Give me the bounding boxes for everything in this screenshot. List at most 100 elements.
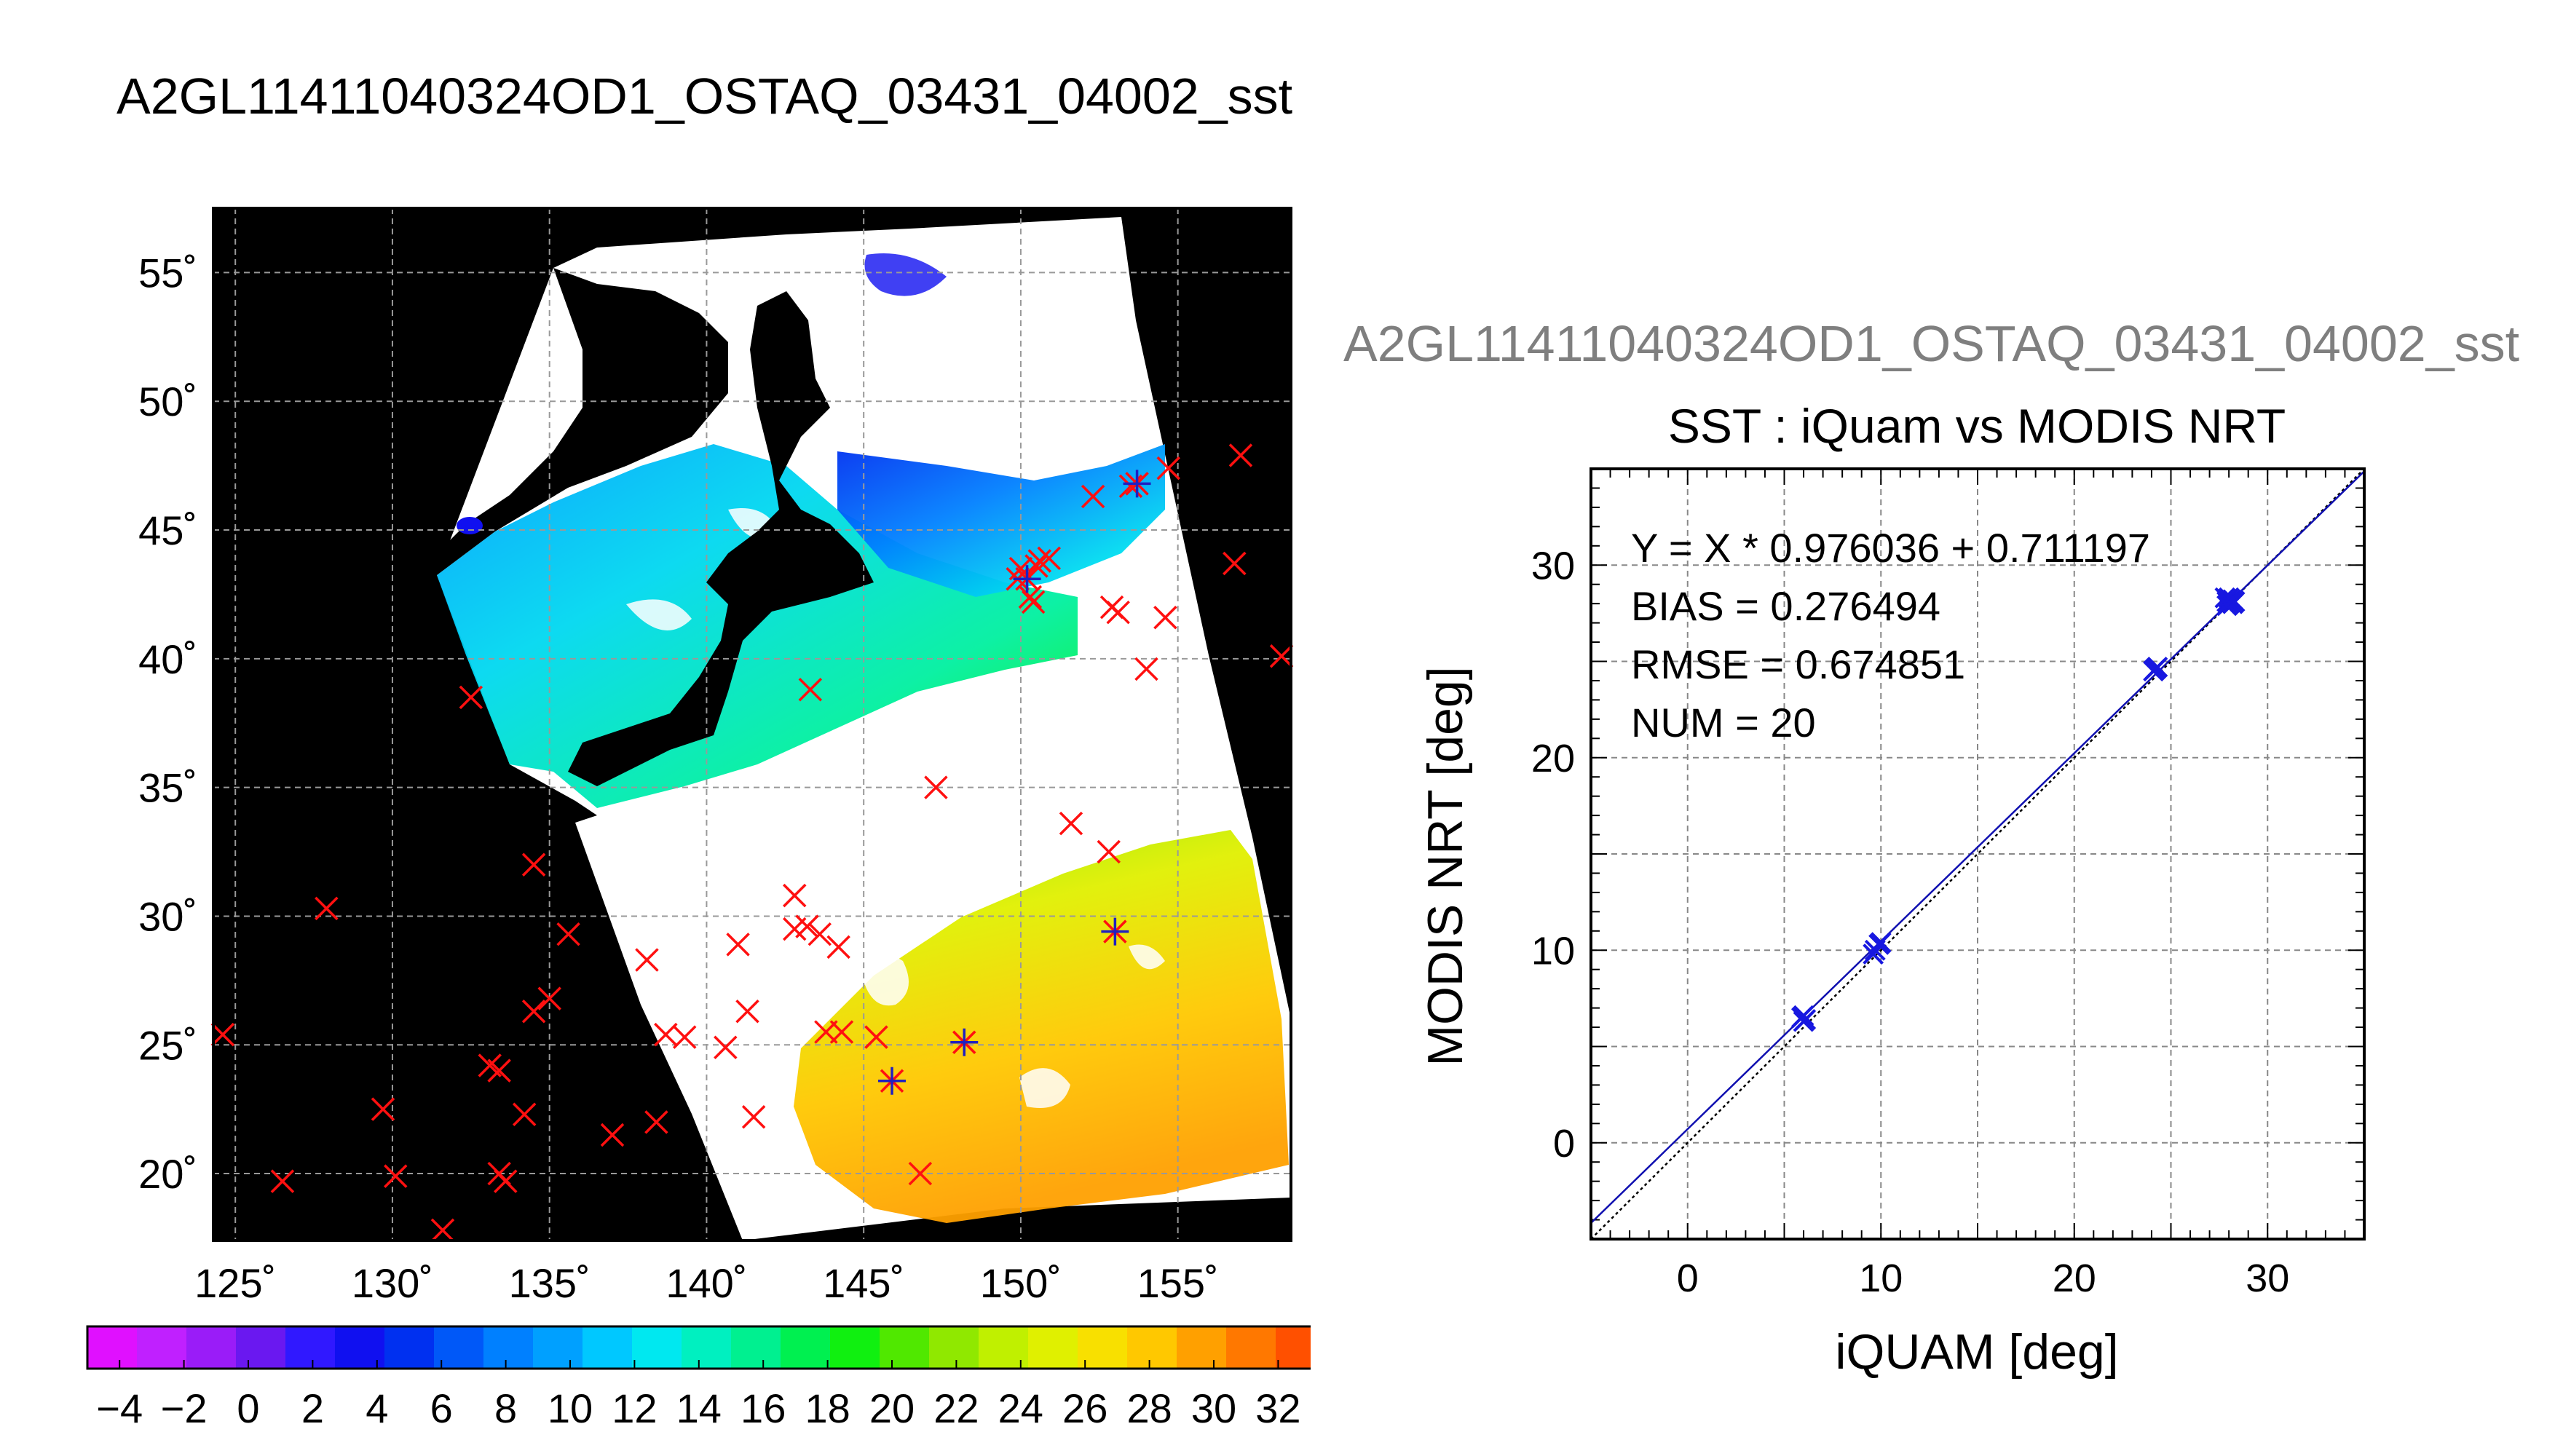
y-tick-label: 30 xyxy=(1531,544,1575,587)
colorbar-swatch xyxy=(533,1326,583,1369)
figure-title: A2GL11411040324OD1_OSTAQ_03431_04002_sst xyxy=(117,68,1293,124)
colorbar-swatch xyxy=(1226,1326,1276,1369)
colorbar-tick-label: 18 xyxy=(805,1385,850,1431)
buoy-marker xyxy=(521,1000,546,1024)
sea-surface-northeast xyxy=(837,444,1165,597)
buoy-marker xyxy=(829,1020,854,1044)
lat-tick-label: 20˚ xyxy=(138,1151,197,1197)
plot-area: 0 10 20 30 0 10 20 30 Y = X * 0.976036 + 0.71119… xyxy=(1531,467,2366,1300)
side-title: A2GL11411040324OD1_OSTAQ_03431_04002_sst xyxy=(1343,315,2520,372)
lat-tick-label: 55˚ xyxy=(138,250,197,296)
matchup-marker xyxy=(1101,917,1129,946)
colorbar-swatch xyxy=(384,1326,435,1369)
sst-map: 125˚ 130˚ 135˚ 140˚ 145˚ 150˚ 155˚ 55˚ 50˚ 45˚ 40˚… xyxy=(86,207,1311,1431)
colorbar: −4−20246810121416182022242628303234 xyxy=(86,1325,1311,1431)
matchup-marker xyxy=(878,1067,907,1095)
stats-annotation: Y = X * 0.976036 + 0.711197 xyxy=(1631,525,2150,571)
buoy-marker xyxy=(783,883,807,908)
x-tick-label: 20 xyxy=(2053,1257,2096,1300)
colorbar-swatch xyxy=(186,1326,237,1369)
colorbar-border xyxy=(86,1325,1311,1370)
colorbar-tick-label: 12 xyxy=(612,1385,657,1431)
colorbar-swatch xyxy=(1078,1326,1128,1369)
colorbar-swatch xyxy=(137,1326,187,1369)
colorbar-tick-label: −4 xyxy=(96,1385,143,1431)
scatter-point xyxy=(1793,1010,1814,1032)
scatter-point xyxy=(2222,589,2243,611)
lon-tick-label: 130˚ xyxy=(352,1260,433,1306)
colorbar-swatch xyxy=(483,1326,534,1369)
buoy-marker xyxy=(1024,554,1049,578)
buoy-marker xyxy=(459,685,483,710)
buoy-marker xyxy=(908,1161,933,1186)
buoy-marker xyxy=(371,1097,395,1121)
buoy-marker xyxy=(600,1123,625,1147)
colorbar-swatch xyxy=(781,1326,831,1369)
colorbar-tick-label: 20 xyxy=(869,1385,915,1431)
lon-tick-label: 155˚ xyxy=(1137,1260,1219,1306)
colorbar-tick-label: 8 xyxy=(494,1385,517,1431)
scatter-point xyxy=(2143,660,2165,682)
colorbar-tick-label: 0 xyxy=(237,1385,259,1431)
land-mainland xyxy=(437,268,728,575)
buoy-marker xyxy=(798,678,823,702)
buoy-marker xyxy=(1021,590,1046,614)
buoy-marker xyxy=(1228,443,1253,467)
buoy-marker xyxy=(644,1110,668,1134)
buoy-marker xyxy=(210,1022,235,1047)
buoy-marker xyxy=(1027,549,1052,573)
scatter-point xyxy=(1864,939,1886,961)
buoy-marker xyxy=(864,1025,888,1049)
map-tick-labels: 125˚ 130˚ 135˚ 140˚ 145˚ 150˚ 155˚ 55˚ 50˚ 45˚ 40˚… xyxy=(138,250,1219,1306)
colorbar-tick-label: 16 xyxy=(741,1385,786,1431)
buoy-marker xyxy=(487,1059,511,1083)
colorbar-tick-label: 2 xyxy=(301,1385,324,1431)
colorbar-swatch xyxy=(236,1326,286,1369)
colorbar-swatch xyxy=(434,1326,484,1369)
blue-cold-patch xyxy=(864,253,947,296)
map-gridlines xyxy=(213,208,1291,1241)
matchup-marker xyxy=(1013,565,1041,593)
colorbar-tick-label: 4 xyxy=(366,1385,388,1431)
lat-tick-label: 45˚ xyxy=(138,507,197,553)
lon-tick-label: 140˚ xyxy=(666,1260,747,1306)
scatter-plot: SST : iQuam vs MODIS NRT 0 10 20 30 0 10 20 30 Y… xyxy=(1418,399,2366,1380)
lat-tick-label: 30˚ xyxy=(138,893,197,939)
colorbar-tick-label: −2 xyxy=(161,1385,208,1431)
buoy-marker xyxy=(1059,811,1083,836)
colorbar-swatch xyxy=(1127,1326,1177,1369)
small-island-sea xyxy=(457,517,483,534)
buoy-marker xyxy=(1269,644,1294,668)
colorbar-tick-label: 22 xyxy=(933,1385,979,1431)
map-markers xyxy=(210,443,1294,1243)
buoy-marker xyxy=(512,1102,537,1126)
colorbar-swatch xyxy=(285,1326,336,1369)
colorbar-tick-label: 6 xyxy=(430,1385,453,1431)
buoy-marker xyxy=(672,1025,697,1049)
lat-tick-label: 35˚ xyxy=(138,765,197,811)
colorbar-swatch xyxy=(830,1326,880,1369)
lon-tick-label: 150˚ xyxy=(980,1260,1062,1306)
y-tick-label: 20 xyxy=(1531,737,1575,780)
lon-tick-label: 125˚ xyxy=(194,1260,276,1306)
x-tick-label: 30 xyxy=(2246,1257,2289,1300)
buoy-marker xyxy=(1097,839,1121,864)
buoy-marker xyxy=(741,1105,766,1129)
colorbar-swatch xyxy=(1177,1326,1227,1369)
matchup-marker xyxy=(1123,470,1151,498)
colorbar-swatch xyxy=(682,1326,732,1369)
plot-border xyxy=(1590,467,2366,1241)
colorbar-swatch xyxy=(731,1326,781,1369)
buoy-marker xyxy=(270,1169,295,1193)
stats-annotation: NUM = 20 xyxy=(1631,700,1816,745)
buoy-marker xyxy=(1134,657,1158,681)
buoy-marker xyxy=(714,1035,738,1060)
colorbar-tick-label: 24 xyxy=(998,1385,1043,1431)
buoy-marker xyxy=(315,896,339,921)
lat-tick-label: 40˚ xyxy=(138,636,197,682)
colorbar-swatch xyxy=(880,1326,930,1369)
buoy-marker xyxy=(430,1218,455,1243)
sea-surface-south xyxy=(794,830,1289,1223)
colorbar-tick-label: 10 xyxy=(548,1385,593,1431)
x-tick-label: 0 xyxy=(1677,1257,1699,1300)
